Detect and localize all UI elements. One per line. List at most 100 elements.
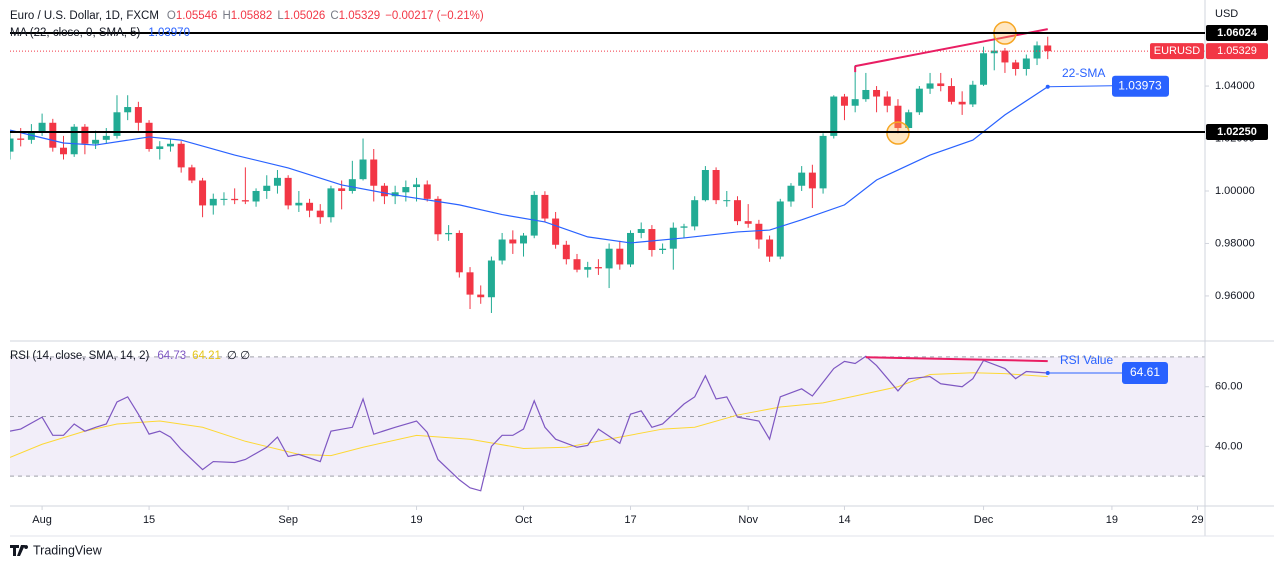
candle-body <box>905 112 913 129</box>
candle-body <box>808 172 816 189</box>
sma-pointer <box>1047 85 1113 88</box>
header: Euro / U.S. Dollar, 1D, FXCM O1.05546 H1.0… <box>10 10 484 22</box>
rsi-sma-value: 64.21 <box>192 350 221 362</box>
candle-body <box>915 88 923 113</box>
rsi-legend: RSI (14, close, SMA, 14, 2) 64.73 64.21 ∅ ∅ <box>10 350 250 362</box>
candle-body <box>59 147 67 155</box>
candle-body <box>445 232 453 235</box>
candle-body <box>937 83 945 87</box>
rsi-value-box <box>1122 361 1168 384</box>
candle-body <box>1044 45 1052 52</box>
candle-body <box>231 198 239 201</box>
candle-body <box>552 218 560 245</box>
y-tick-label: 60.00 <box>1215 381 1243 393</box>
candle-body <box>17 138 25 140</box>
candle-body <box>744 221 752 224</box>
candle-body <box>787 185 795 202</box>
candle-body <box>306 202 314 211</box>
candle-body <box>947 86 955 102</box>
rsi-extra: ∅ ∅ <box>227 350 250 362</box>
last-price-box <box>1206 43 1268 60</box>
candle-body <box>680 226 688 228</box>
sma-annotation: 22-SMA <box>1062 66 1105 80</box>
candle-body <box>1033 45 1041 59</box>
candle-body <box>391 192 399 197</box>
ohlc-value: 1.05026 <box>284 10 326 22</box>
rsi-value-label: 64.61 <box>1130 365 1160 379</box>
candle-body <box>605 248 613 269</box>
candle-body <box>402 187 410 193</box>
x-tick-label: Sep <box>278 514 298 526</box>
candle-body <box>819 135 827 189</box>
candle-body <box>958 101 966 105</box>
ohlc-value: 1.05329 <box>339 10 381 22</box>
candle-body <box>338 188 346 191</box>
candle-body <box>370 159 378 186</box>
candle-body <box>530 194 538 236</box>
candle-body <box>27 131 35 140</box>
candle-body <box>648 229 656 251</box>
candle-body <box>413 184 421 188</box>
ohlc-label: C <box>330 10 338 22</box>
candle-body <box>38 122 46 132</box>
axes: 0.960000.980001.000001.020001.040001.060… <box>10 0 1274 537</box>
candle-body <box>188 167 196 181</box>
currency: USD <box>1215 8 1238 20</box>
level-label: 1.02250 <box>1217 126 1257 138</box>
candle-body <box>733 200 741 222</box>
rsi-value: 64.73 <box>157 350 186 362</box>
candle-body <box>701 170 709 201</box>
candle-body <box>776 201 784 257</box>
candle-body <box>766 239 774 257</box>
ohlc-label: L <box>277 10 284 22</box>
candle-body <box>498 239 506 261</box>
candle-body <box>980 53 988 85</box>
candle-body <box>851 99 859 106</box>
candle-body <box>434 198 442 235</box>
ohlc-value: 1.05546 <box>176 10 218 22</box>
candle-body <box>659 248 667 251</box>
candle-body <box>199 180 207 206</box>
candle-body <box>798 172 806 186</box>
change: −0.00217 (−0.21%) <box>385 10 484 22</box>
candle-body <box>263 185 271 191</box>
candle-body <box>423 184 431 199</box>
logo: TradingView <box>10 543 103 557</box>
indicator-value: 1.03970 <box>148 27 190 39</box>
candle-body <box>241 200 249 202</box>
candle-body <box>92 139 100 144</box>
sma-value-label: 1.03973 <box>1118 78 1162 92</box>
candle-body <box>156 146 164 150</box>
candle-body <box>894 105 902 129</box>
sma-line <box>10 86 1049 244</box>
ohlc-value: 1.05882 <box>231 10 273 22</box>
candle-body <box>102 135 110 140</box>
last-price-label: 1.05329 <box>1217 45 1257 57</box>
candle-body <box>1012 62 1020 69</box>
candle-body <box>455 232 463 273</box>
candle-body <box>637 229 645 233</box>
candle-body <box>584 267 592 270</box>
highlight-circle <box>886 121 910 145</box>
y-tick-label: 40.00 <box>1215 440 1243 452</box>
level-label-box <box>1206 24 1268 41</box>
rsi-annotation: RSI Value <box>1060 353 1113 367</box>
candle-body <box>1022 58 1030 69</box>
candle-body <box>755 223 763 240</box>
y-tick-label: 1.04000 <box>1215 80 1255 92</box>
candle-body <box>487 260 495 298</box>
candle-body <box>594 267 602 269</box>
y-tick-label: 0.98000 <box>1215 237 1255 249</box>
candle-body <box>562 244 570 260</box>
candle-body <box>124 107 132 113</box>
candle-body <box>273 177 281 186</box>
candle-body <box>134 107 142 123</box>
candle-body <box>509 239 517 244</box>
candle-body <box>70 126 78 155</box>
candle-body <box>209 198 217 206</box>
divergence-line <box>865 356 1048 363</box>
candle-body <box>520 235 528 244</box>
candle-body <box>166 143 174 147</box>
x-tick-label: 29 <box>1191 514 1203 526</box>
